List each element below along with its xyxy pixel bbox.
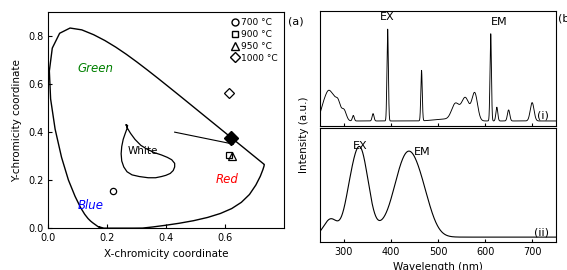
Text: Red: Red <box>216 173 239 185</box>
Text: (a): (a) <box>288 16 304 26</box>
Text: EM: EM <box>490 17 507 27</box>
Text: (ii): (ii) <box>534 227 549 237</box>
Text: EX: EX <box>380 12 395 22</box>
Text: EX: EX <box>353 141 367 151</box>
Legend: 700 °C, 900 °C, 950 °C, 1000 °C: 700 °C, 900 °C, 950 °C, 1000 °C <box>231 17 279 65</box>
X-axis label: X-chromicity coordinate: X-chromicity coordinate <box>104 249 228 259</box>
Text: Intensity (a.u.): Intensity (a.u.) <box>299 97 310 173</box>
Text: (b): (b) <box>558 13 567 23</box>
X-axis label: Wavelength (nm): Wavelength (nm) <box>393 262 483 270</box>
Text: EM: EM <box>413 147 430 157</box>
Text: White: White <box>128 146 158 156</box>
Text: Blue: Blue <box>78 199 104 212</box>
Y-axis label: Y-chromicity coordinate: Y-chromicity coordinate <box>12 59 23 182</box>
Text: Green: Green <box>78 62 113 75</box>
Text: (i): (i) <box>537 111 549 121</box>
